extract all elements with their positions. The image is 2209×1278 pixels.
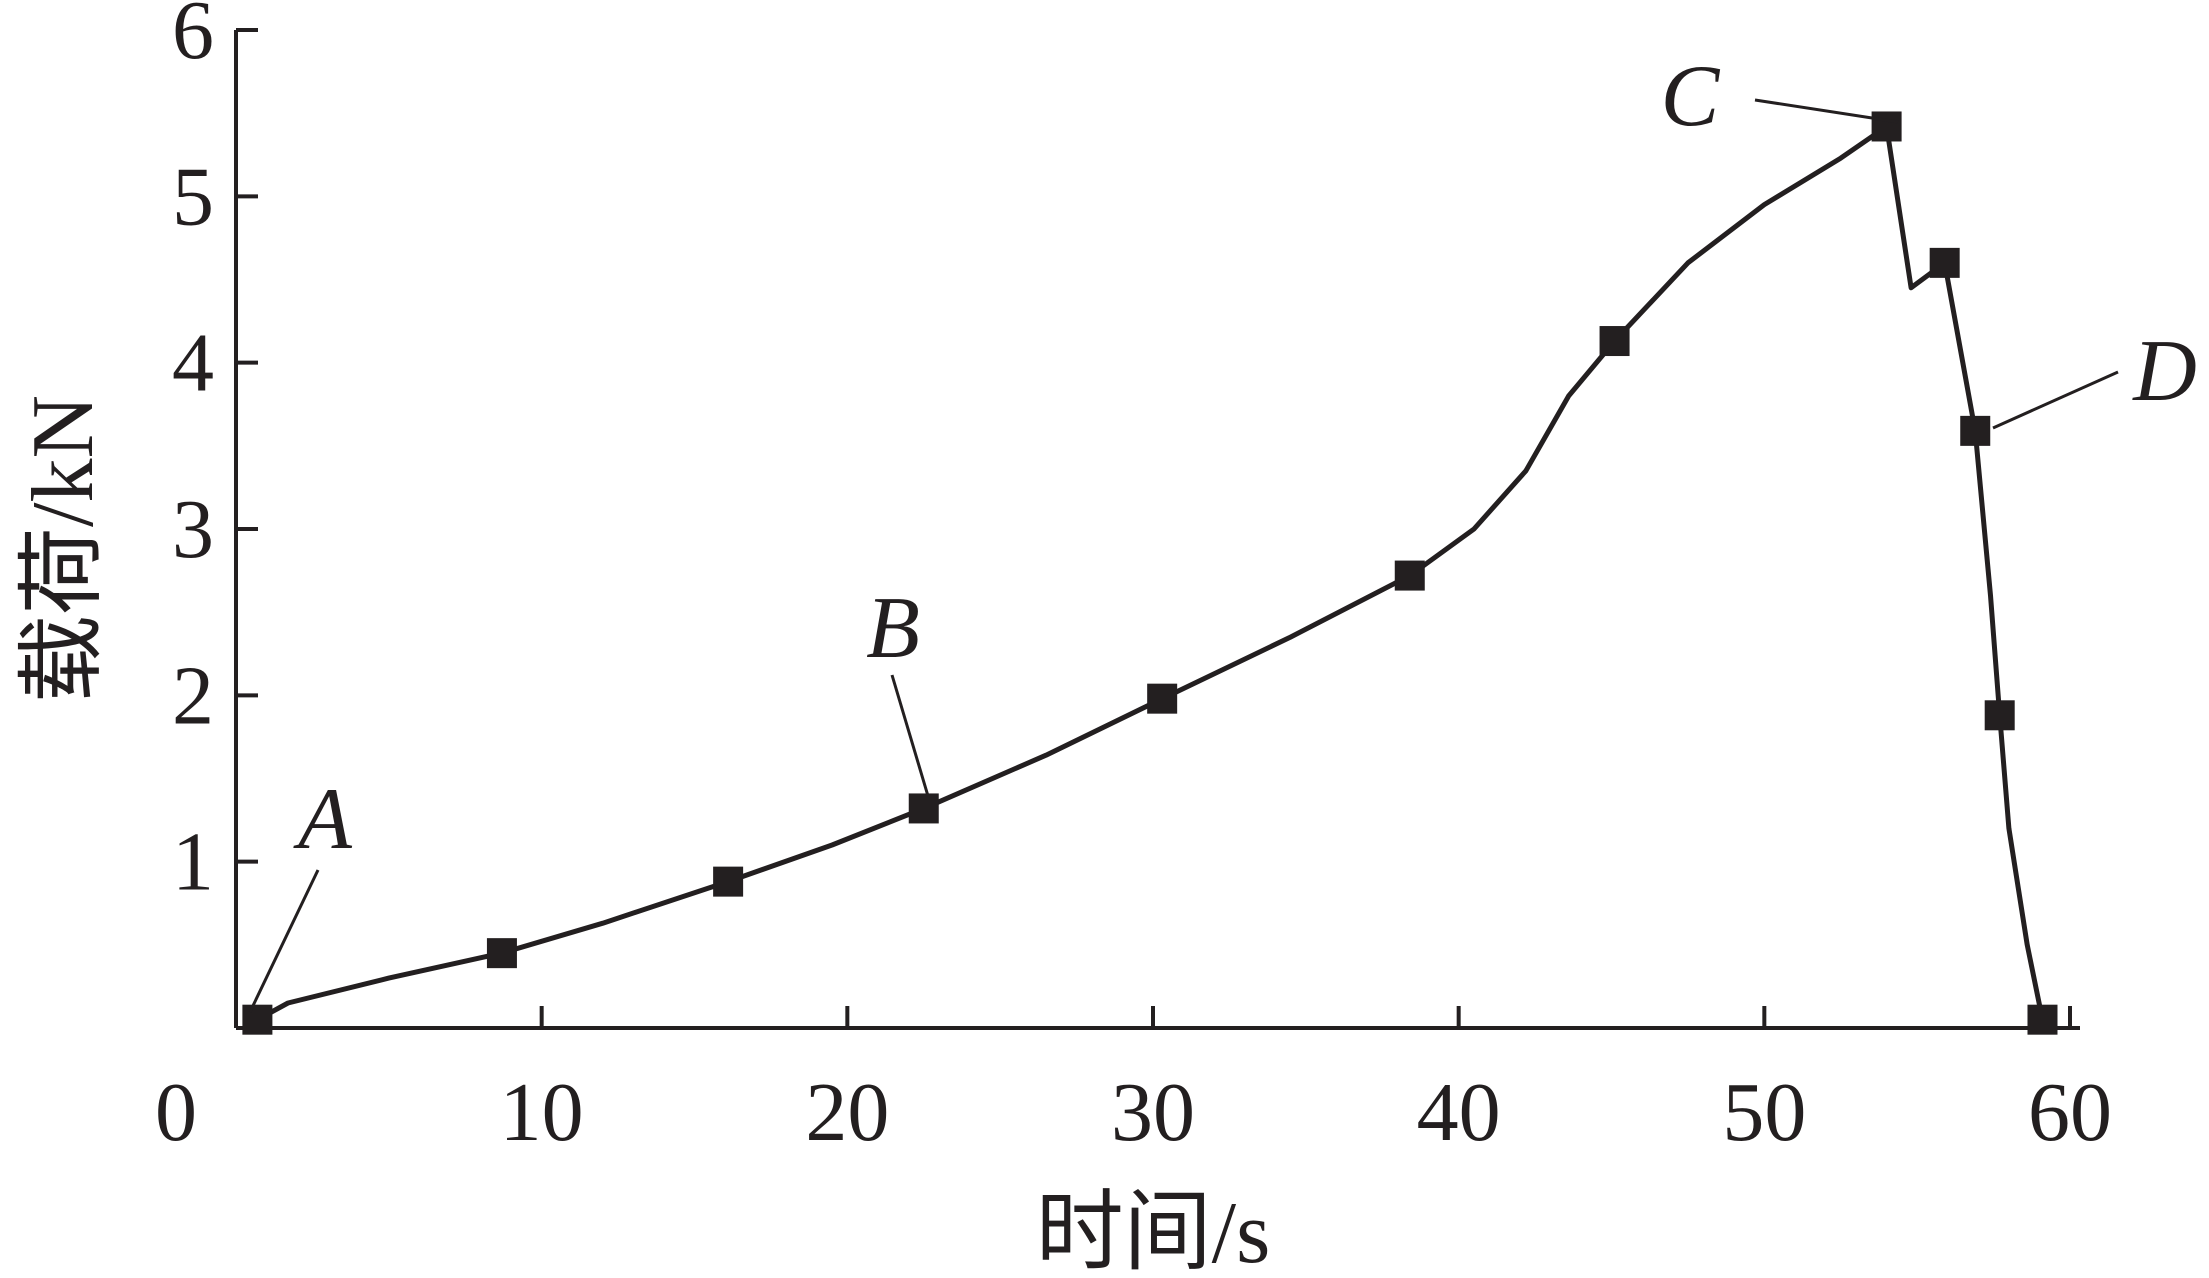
x-tick-label: 40: [1417, 1066, 1501, 1159]
annotation-leader: [1992, 370, 2119, 430]
annotation-label-d: D: [2132, 323, 2197, 420]
x-tick-label: 10: [500, 1066, 584, 1159]
annotation-leader: [248, 869, 320, 1013]
data-point: [1147, 683, 1178, 714]
x-tick-label: 0: [155, 1066, 197, 1159]
annotation-leader: [890, 674, 930, 797]
series: [242, 111, 2058, 1035]
data-point: [1394, 560, 1425, 591]
annotation-label-b: B: [866, 580, 920, 677]
data-point: [1960, 415, 1991, 446]
data-point: [1871, 111, 1902, 142]
x-tick-label: 60: [2028, 1066, 2112, 1159]
data-point: [242, 1004, 273, 1035]
x-tick-label: 50: [1722, 1066, 1806, 1159]
data-point: [713, 866, 744, 897]
y-tick-label: 6: [172, 0, 214, 77]
y-tick-label: 2: [172, 649, 214, 742]
annotation-label-c: C: [1661, 48, 1721, 145]
x-tick-label: 30: [1111, 1066, 1195, 1159]
tick-labels: 0 10 20 30 40 50 60 1 2 3 4 5 6: [155, 0, 2112, 1159]
data-point: [2027, 1004, 2058, 1035]
y-axis-title: 载荷/kN: [15, 395, 112, 703]
x-axis-title: 时间/s: [1036, 1185, 1271, 1278]
data-point: [1929, 247, 1960, 278]
y-tick-label: 4: [172, 317, 214, 410]
y-tick-label: 3: [172, 483, 214, 576]
data-point: [908, 793, 939, 824]
data-point: [486, 938, 517, 969]
y-tick-label: 5: [172, 150, 214, 243]
y-tick-label: 1: [172, 816, 214, 909]
series-line: [256, 124, 2045, 1022]
ticks: [236, 28, 2072, 1028]
annotations: A B C D: [248, 48, 2197, 1013]
data-point: [1599, 326, 1630, 357]
data-point: [1984, 700, 2015, 731]
annotation-label-a: A: [293, 771, 353, 868]
x-tick-label: 20: [805, 1066, 889, 1159]
annotation-leader: [1754, 98, 1899, 124]
